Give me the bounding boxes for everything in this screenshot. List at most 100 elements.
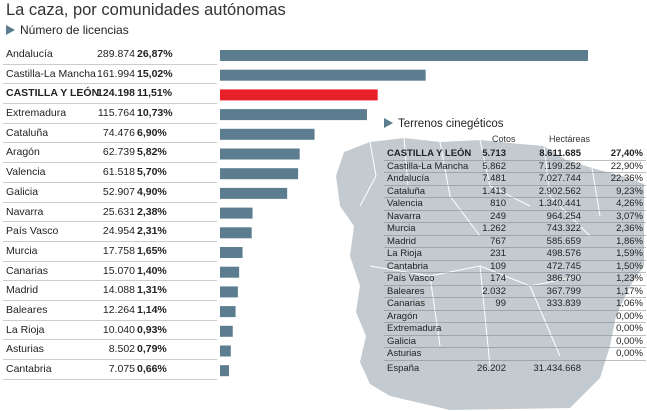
table-cell: Galicia [387, 335, 417, 347]
terrenos-row: Galicia 0,00% [384, 335, 646, 348]
table-cell: 109 [490, 260, 506, 272]
table-cell: 2.032 [482, 285, 506, 297]
triangle-marker-icon [6, 25, 15, 35]
terrenos-title: Terrenos cinegéticos [384, 118, 646, 130]
terrenos-total-row: España 26.202 31.434.668 [384, 363, 646, 375]
triangle-marker-icon [384, 118, 393, 128]
bar [220, 227, 252, 239]
table-cell: País Vasco [387, 273, 435, 284]
bar [220, 207, 253, 219]
table-cell: Canarias [387, 298, 426, 309]
terrenos-row: Cataluña 1.413 2.902.562 9,23% [384, 185, 646, 198]
data-label: 161.994 [97, 67, 135, 80]
terrenos-row: País Vasco 174 386.790 1,23% [384, 273, 646, 286]
table-cell: CASTILLA Y LEÓN [387, 148, 472, 159]
data-label: 115.764 [97, 107, 135, 120]
tick-label: Murcia [6, 244, 38, 257]
table-cell: 8.611.685 [539, 148, 581, 159]
data-label: 61.518 [102, 166, 135, 179]
tick-label: Cataluña [6, 126, 49, 139]
map-borders [359, 137, 601, 367]
tick-label: País Vasco [6, 225, 59, 238]
table-cell: 767 [490, 235, 506, 247]
bar [220, 109, 367, 121]
table-cell: Cataluña [387, 185, 426, 197]
table-cell: 0,00% [616, 348, 643, 359]
bar [220, 325, 233, 337]
percent-label: 0,66% [137, 363, 167, 375]
terrenos-row: Castilla-La Mancha 5.862 7.199.252 22,90% [384, 160, 646, 173]
data-label: 124.198 [97, 87, 135, 100]
table-cell: 1,17% [616, 285, 643, 297]
table-cell: 26.202 [476, 362, 506, 374]
percent-label: 0,79% [137, 343, 167, 356]
table-cell: La Rioja [387, 248, 422, 259]
table-cell: 1,23% [616, 273, 643, 284]
terrenos-header: Cotos Hectáreas [384, 134, 646, 148]
data-label: 8.502 [108, 343, 135, 356]
tick-label: Extremadura [6, 107, 67, 120]
table-cell: 7.481 [482, 173, 506, 184]
table-cell: Castilla-La Mancha [387, 160, 469, 172]
data-label: 14.088 [102, 284, 135, 297]
data-label: 52.907 [102, 185, 135, 198]
table-cell: 174 [490, 273, 506, 284]
tick-label: Baleares [6, 303, 48, 316]
table-cell: 2.902.562 [538, 185, 581, 197]
bar [220, 286, 238, 298]
data-label: 62.739 [102, 146, 135, 159]
spain-map-silhouette [336, 137, 644, 410]
percent-label: 1,65% [137, 244, 167, 257]
tick-label: Galicia [6, 185, 39, 198]
bar [220, 247, 243, 258]
chart-subtitle: Número de licencias [6, 23, 129, 37]
tick-label: La Rioja [6, 323, 45, 336]
table-cell: 1,59% [616, 248, 643, 259]
terrenos-row: CASTILLA Y LEÓN 5.713 8.611.685 27,40% [384, 148, 646, 161]
table-cell: 585.659 [546, 235, 581, 247]
table-cell: 1,06% [616, 298, 643, 309]
tick-label: Navarra [6, 205, 44, 218]
licencias-row: Valencia 61.518 5,70% [3, 163, 217, 183]
data-label: 15.070 [102, 264, 135, 277]
data-label: 24.954 [102, 225, 135, 238]
bar [220, 306, 236, 318]
chart-title: La caza, por comunidades autónomas [6, 1, 286, 19]
table-cell: 3,07% [616, 210, 643, 222]
bar [220, 345, 231, 357]
table-cell: Aragón [387, 310, 418, 322]
table-cell: Asturias [387, 348, 422, 359]
bar [220, 365, 229, 377]
table-cell: 964.254 [546, 210, 581, 222]
table-cell: 9,23% [616, 185, 643, 197]
licencias-row: Murcia 17.758 1,65% [3, 242, 217, 262]
table-cell: 743.322 [546, 223, 581, 234]
table-cell: 0,00% [616, 310, 643, 322]
terrenos-row: Cantabria 109 472.745 1,50% [384, 260, 646, 273]
tick-label: Madrid [6, 284, 39, 297]
table-cell: 4,26% [616, 198, 643, 209]
table-cell: Valencia [387, 198, 423, 209]
percent-label: 11,51% [137, 87, 173, 100]
percent-label: 26,87% [137, 48, 173, 60]
terrenos-panel: Terrenos cinegéticos Cotos Hectáreas CAS… [384, 118, 646, 374]
table-cell: 7.027.744 [538, 173, 581, 184]
bar [220, 69, 426, 81]
terrenos-row: Aragón 0,00% [384, 310, 646, 323]
percent-label: 5,82% [137, 146, 167, 159]
percent-label: 10,73% [137, 107, 173, 120]
table-cell: 1.262 [482, 223, 506, 234]
tick-label: Valencia [6, 166, 46, 179]
tick-label: Castilla-La Mancha [6, 67, 96, 80]
bar [220, 187, 288, 199]
table-cell: 22,90% [610, 160, 643, 172]
data-label: 17.758 [102, 244, 135, 257]
table-cell: España [387, 362, 420, 374]
bar [220, 89, 378, 101]
map-shape [336, 138, 644, 410]
table-cell: Murcia [387, 223, 416, 234]
licencias-row: Castilla-La Mancha 161.994 15,02% [3, 65, 217, 85]
tick-label: Aragón [6, 146, 40, 159]
table-cell: 1.413 [482, 185, 506, 197]
table-cell: 5.713 [482, 148, 506, 159]
